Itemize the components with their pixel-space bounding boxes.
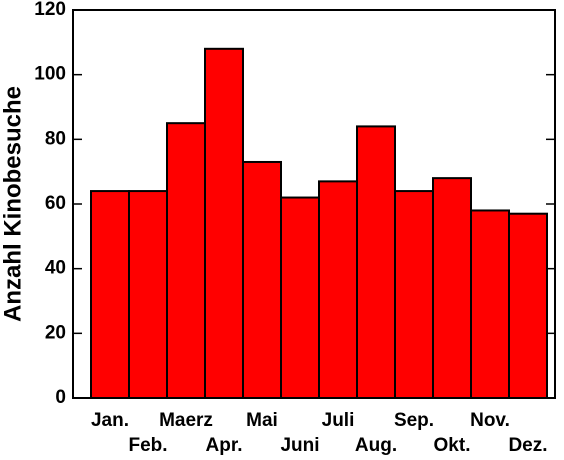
bar — [470, 209, 510, 399]
x-tick-label: Apr. — [206, 435, 243, 456]
bar — [280, 196, 320, 399]
plot-frame — [72, 9, 556, 399]
y-tick-label: 60 — [45, 193, 66, 214]
x-tick-label: Jan. — [91, 410, 129, 431]
x-tick-label: Okt. — [434, 435, 471, 456]
x-tick-label: Dez. — [508, 435, 547, 456]
bar — [432, 177, 472, 399]
x-tick-label: Mai — [246, 410, 278, 431]
bar — [394, 190, 434, 399]
x-tick-label: Juni — [280, 435, 319, 456]
y-axis-label: Anzahl Kinobesuche — [0, 86, 26, 322]
y-tick-label: 0 — [55, 387, 66, 408]
x-tick-label: Sep. — [394, 410, 434, 431]
bar — [128, 190, 168, 399]
x-tick-label: Maerz — [159, 410, 213, 431]
y-tick-label: 80 — [45, 128, 66, 149]
bar — [204, 47, 244, 400]
x-tick-label: Nov. — [470, 410, 510, 431]
x-tick-label: Juli — [322, 410, 355, 431]
y-tick-label: 120 — [34, 0, 66, 20]
y-tick-label: 20 — [45, 322, 66, 343]
bar — [242, 160, 282, 399]
y-tick-label: 40 — [45, 258, 66, 279]
bar — [356, 125, 396, 400]
bar — [166, 122, 206, 400]
bar — [318, 180, 358, 399]
x-tick-label: Aug. — [355, 435, 397, 456]
bar — [90, 190, 130, 399]
y-tick-label: 100 — [34, 64, 66, 85]
bar — [508, 212, 548, 399]
x-tick-label: Feb. — [128, 435, 167, 456]
